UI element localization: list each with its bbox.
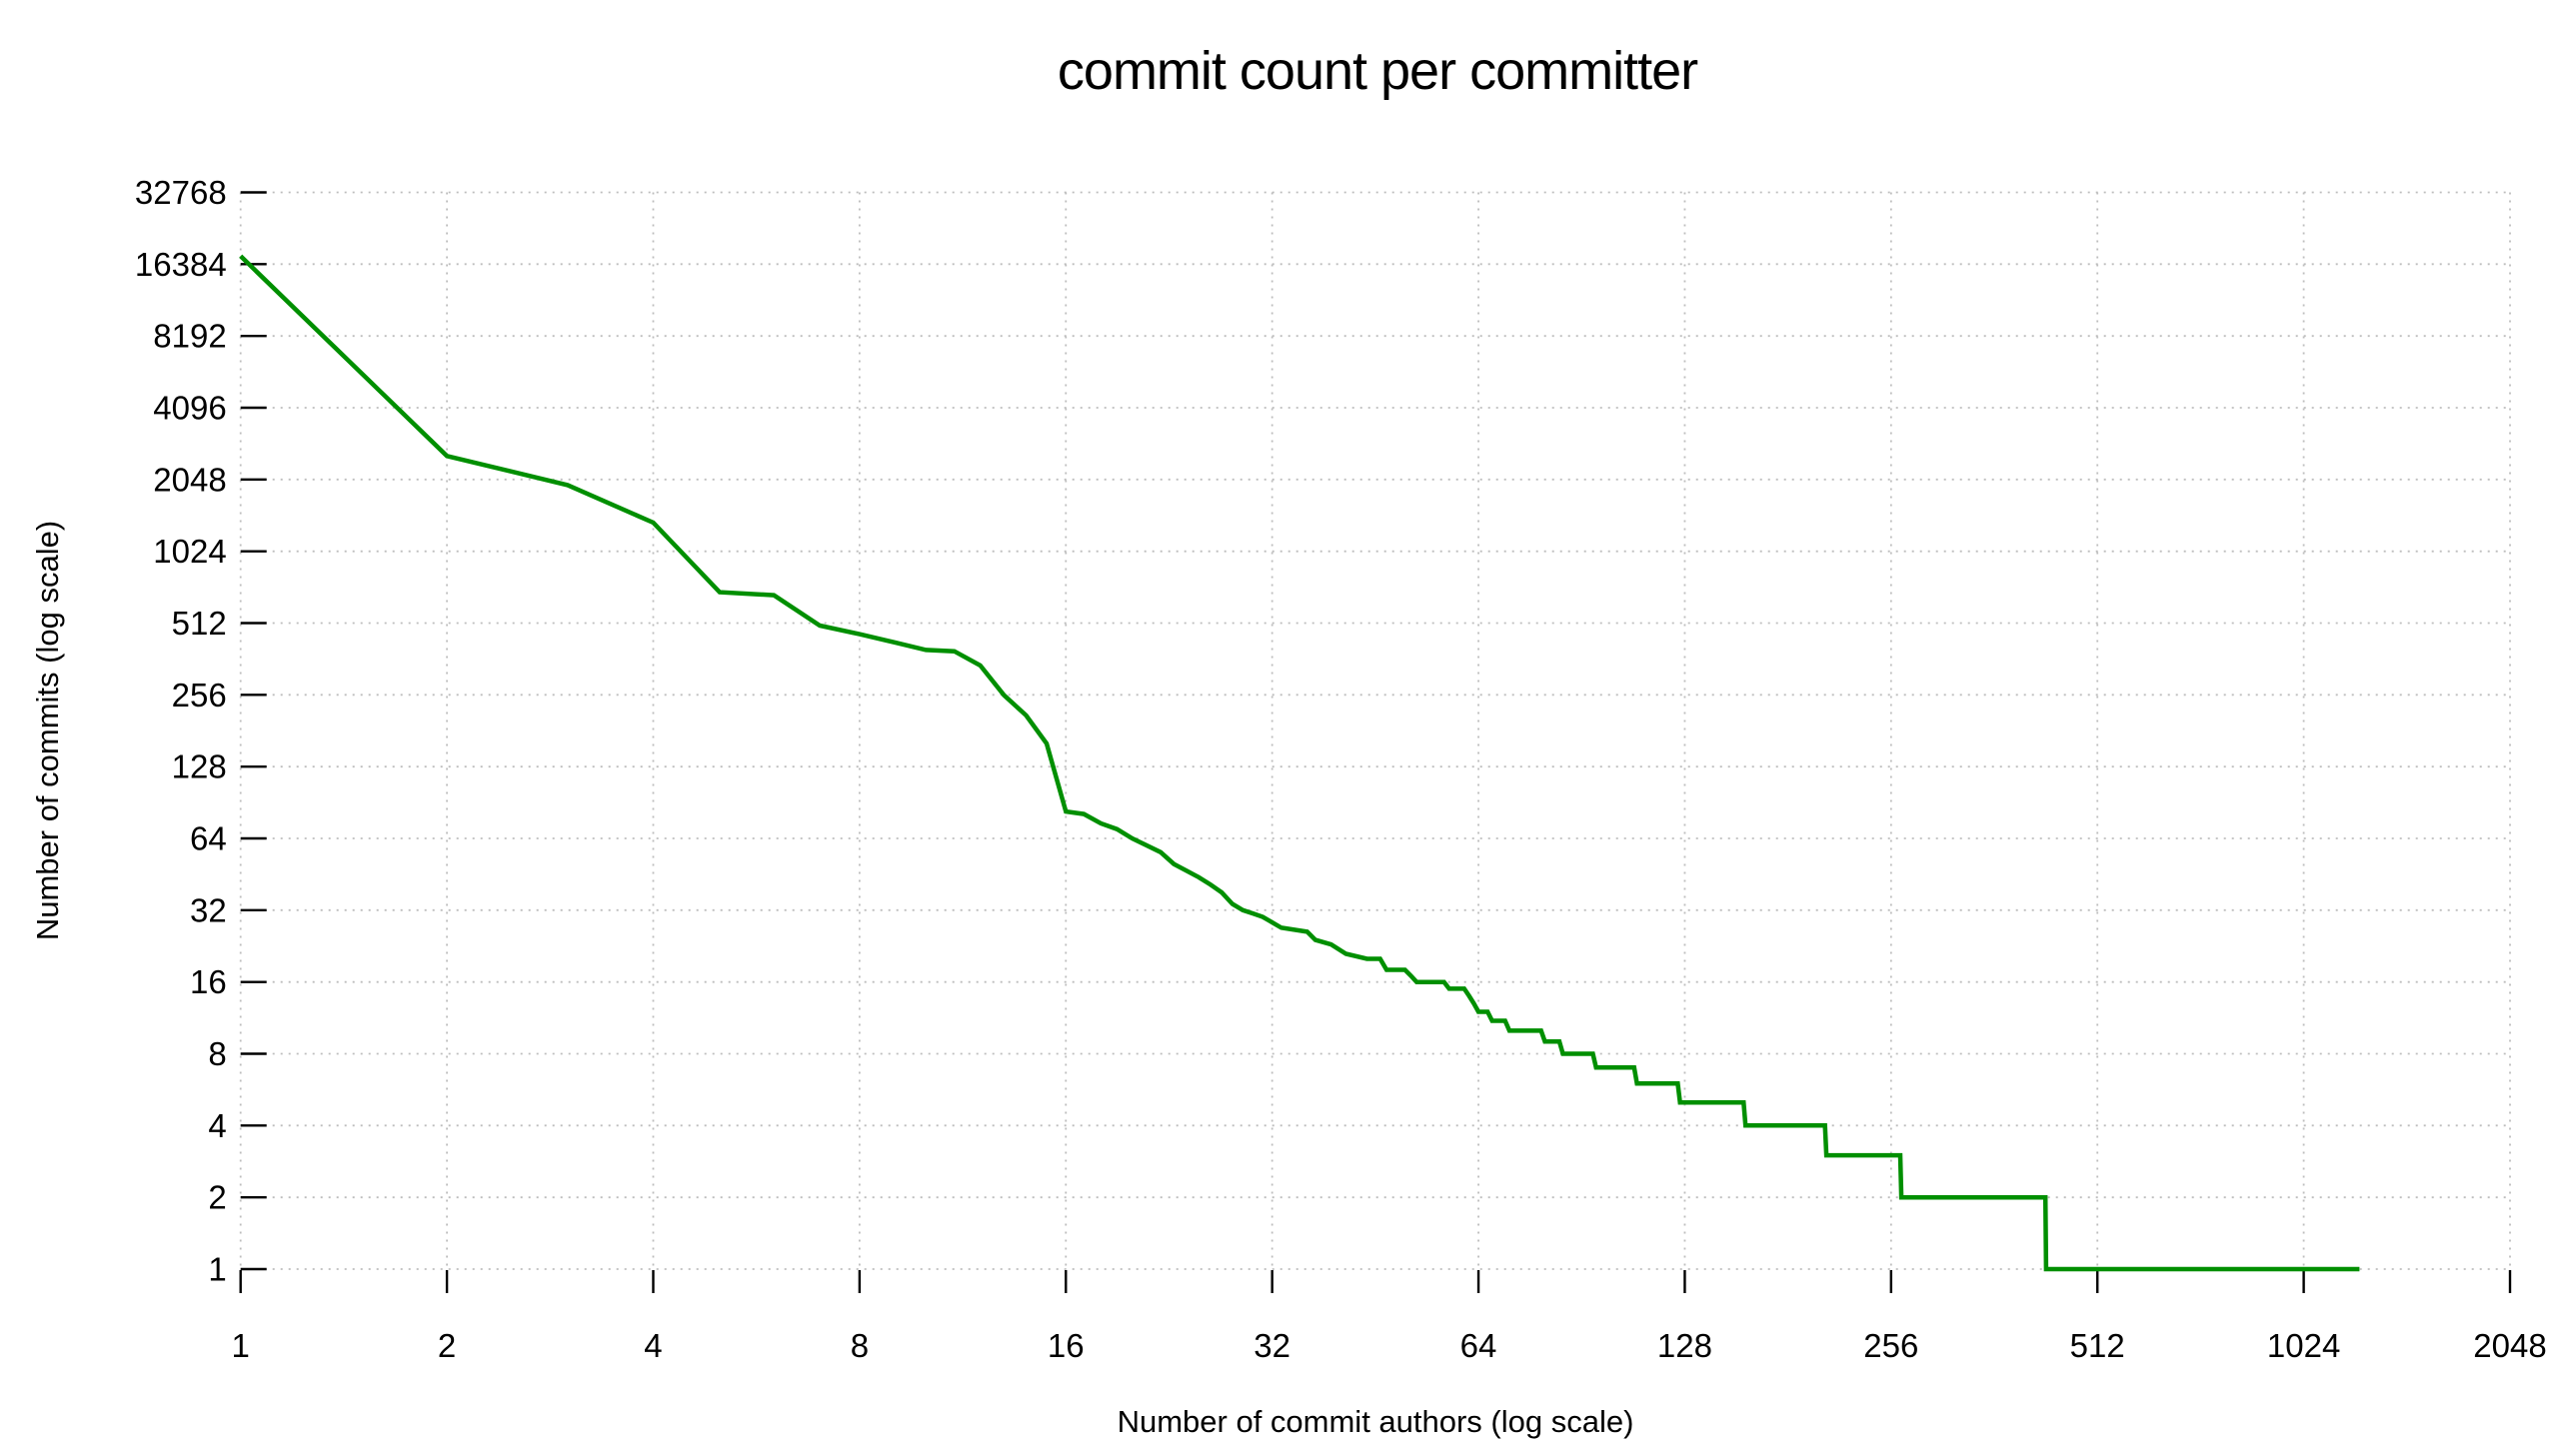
y-tick-label: 1024 (153, 533, 226, 570)
x-tick-label: 2048 (2473, 1327, 2546, 1364)
x-tick-label: 128 (1657, 1327, 1712, 1364)
y-tick-label: 1 (208, 1251, 226, 1288)
y-tick-label: 256 (172, 677, 227, 714)
y-tick-label: 128 (172, 748, 227, 785)
y-tick-label: 8 (208, 1035, 226, 1072)
chart-title: commit count per committer (1057, 41, 1698, 101)
x-tick-label: 16 (1048, 1327, 1085, 1364)
x-tick-label: 64 (1460, 1327, 1497, 1364)
y-tick-label: 8192 (153, 318, 226, 355)
x-axis-title: Number of commit authors (log scale) (1117, 1404, 1634, 1439)
x-tick-label: 2 (438, 1327, 456, 1364)
x-tick-label: 4 (644, 1327, 662, 1364)
y-tick-label: 512 (172, 605, 227, 642)
y-tick-label: 32768 (135, 174, 227, 211)
y-tick-label: 2 (208, 1179, 226, 1216)
x-tick-label: 256 (1863, 1327, 1918, 1364)
y-tick-label: 4 (208, 1107, 226, 1144)
commits-line (239, 254, 2360, 1272)
x-tick-label: 1 (232, 1327, 250, 1364)
y-tick-label: 4096 (153, 390, 226, 427)
y-tick-label: 16384 (135, 246, 227, 283)
x-tick-label: 1024 (2267, 1327, 2340, 1364)
x-tick-label: 32 (1254, 1327, 1290, 1364)
x-tick-label: 8 (851, 1327, 869, 1364)
y-tick-label: 2048 (153, 461, 226, 498)
y-tick-label: 64 (190, 820, 227, 857)
x-tick-label: 512 (2070, 1327, 2125, 1364)
y-tick-label: 16 (190, 963, 227, 1000)
y-tick-label: 32 (190, 891, 227, 928)
